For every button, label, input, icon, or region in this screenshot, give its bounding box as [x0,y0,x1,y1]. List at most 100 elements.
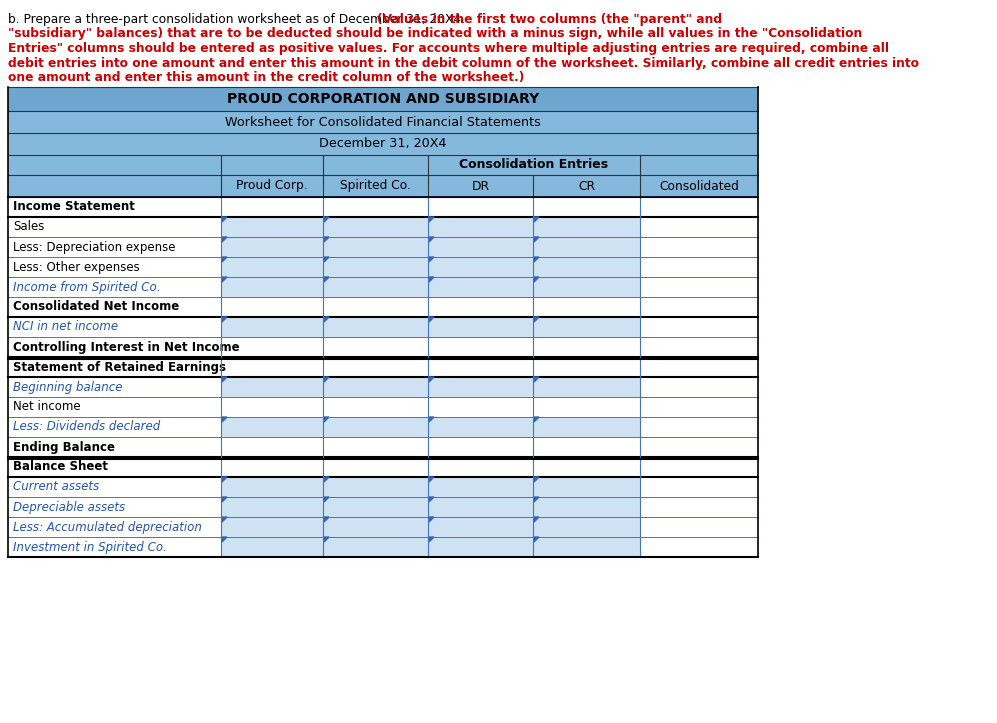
Text: Consolidation Entries: Consolidation Entries [460,158,608,171]
Bar [533,537,640,557]
Text: NCI in net income: NCI in net income [13,320,118,333]
Polygon shape [534,277,539,282]
Bar [323,197,428,217]
Bar [221,197,323,217]
Polygon shape [534,217,539,222]
Text: Less: Other expenses: Less: Other expenses [13,260,140,273]
Bar [221,337,323,357]
Bar [533,417,640,437]
Text: Current assets: Current assets [13,481,99,494]
Polygon shape [222,277,227,282]
Bar [8,517,221,537]
Bar [221,477,323,497]
Polygon shape [429,497,434,502]
Bar [428,457,533,477]
Bar [221,357,323,377]
Bar [640,497,758,517]
Polygon shape [429,477,434,482]
Polygon shape [222,257,227,262]
Bar [428,517,533,537]
Polygon shape [222,537,227,542]
Text: Income from Spirited Co.: Income from Spirited Co. [13,281,161,294]
Bar [533,257,640,277]
Bar [323,457,428,477]
Bar [428,317,533,337]
Bar [221,457,323,477]
Text: Less: Dividends declared: Less: Dividends declared [13,421,161,434]
Bar [323,217,428,237]
Bar [640,437,758,457]
Text: Proud Corp.: Proud Corp. [236,179,308,192]
Bar [640,457,758,477]
Bar [323,497,428,517]
Bar [8,397,221,417]
Bar [533,217,640,237]
Bar [323,417,428,437]
Bar [533,317,640,337]
Text: Entries" columns should be entered as positive values. For accounts where multip: Entries" columns should be entered as po… [8,42,889,55]
Polygon shape [222,377,227,382]
Polygon shape [222,217,227,222]
Polygon shape [429,317,434,322]
Bar [428,417,533,437]
Bar [640,377,758,397]
Bar [221,497,323,517]
Text: Consolidated Net Income: Consolidated Net Income [13,301,179,314]
Polygon shape [324,217,329,222]
Bar [221,397,323,417]
Bar [221,277,323,297]
Bar [428,357,533,377]
Bar [221,517,323,537]
Text: debit entries into one amount and enter this amount in the debit column of the w: debit entries into one amount and enter … [8,56,919,69]
Bar [323,297,428,317]
Bar [428,377,533,397]
Bar [8,111,758,133]
Bar [8,87,758,111]
Bar [428,497,533,517]
Bar [428,217,533,237]
Bar [428,277,533,297]
Text: Spirited Co.: Spirited Co. [340,179,411,192]
Bar [428,437,533,457]
Text: Controlling Interest in Net Income: Controlling Interest in Net Income [13,341,239,354]
Polygon shape [324,537,329,542]
Polygon shape [222,477,227,482]
Text: PROUD CORPORATION AND SUBSIDIARY: PROUD CORPORATION AND SUBSIDIARY [227,92,539,106]
Bar [8,337,221,357]
Bar [8,217,221,237]
Text: (Values in the first two columns (the "parent" and: (Values in the first two columns (the "p… [377,13,722,26]
Bar [533,377,640,397]
Bar [8,497,221,517]
Bar [640,257,758,277]
Text: Less: Accumulated depreciation: Less: Accumulated depreciation [13,521,201,534]
Bar [323,477,428,497]
Bar [323,397,428,417]
Bar [640,357,758,377]
Bar [533,397,640,417]
Bar [8,133,758,155]
Text: Beginning balance: Beginning balance [13,380,123,393]
Polygon shape [222,497,227,502]
Polygon shape [222,317,227,322]
Bar [533,337,640,357]
Text: "subsidiary" balances) that are to be deducted should be indicated with a minus : "subsidiary" balances) that are to be de… [8,27,862,40]
Bar [221,297,323,317]
Bar [533,197,640,217]
Polygon shape [534,417,539,422]
Bar [640,477,758,497]
Bar [533,277,640,297]
Bar [640,517,758,537]
Polygon shape [429,217,434,222]
Polygon shape [429,237,434,242]
Bar [8,197,221,217]
Bar [323,237,428,257]
Bar [323,317,428,337]
Bar [8,297,221,317]
Polygon shape [429,537,434,542]
Polygon shape [534,317,539,322]
Text: December 31, 20X4: December 31, 20X4 [319,137,447,150]
Bar [8,317,221,337]
Bar [428,257,533,277]
Text: CR: CR [578,179,595,192]
Bar [428,297,533,317]
